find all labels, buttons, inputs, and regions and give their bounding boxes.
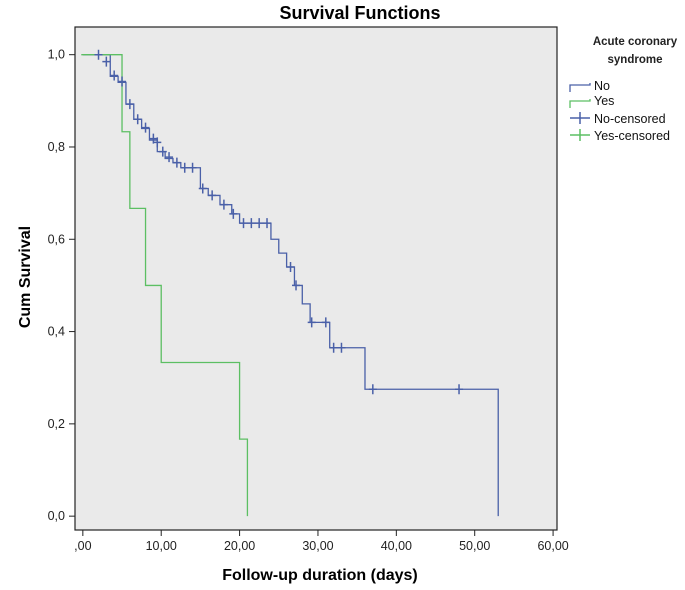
y-tick-label: 1,0: [48, 48, 65, 62]
censor-mark-no: [455, 384, 464, 395]
chart-title: Survival Functions: [279, 3, 441, 23]
y-tick-label: 0,8: [48, 140, 65, 154]
censor-mark-no: [172, 157, 181, 168]
y-tick-label: 0,6: [48, 232, 65, 246]
legend-swatch-yes-censored: [570, 129, 590, 141]
censor-mark-no: [329, 342, 338, 353]
legend-label-yes-censored: Yes-censored: [594, 129, 670, 143]
censor-mark-no: [94, 49, 103, 60]
censor-mark-no: [141, 122, 150, 133]
x-tick-label: ,00: [74, 539, 91, 553]
censor-mark-no: [263, 218, 272, 229]
censor-mark-no: [286, 261, 295, 272]
censor-mark-no: [229, 208, 238, 219]
censor-mark-no: [255, 218, 264, 229]
censor-mark-no: [180, 162, 189, 173]
plot-area: [74, 26, 558, 531]
censor-mark-no: [188, 162, 197, 173]
legend-title-line1: Acute coronary: [592, 36, 678, 48]
x-tick-label: 10,00: [146, 539, 177, 553]
legend-swatch-yes: [569, 99, 591, 108]
series-line-yes: [81, 54, 249, 517]
censor-mark-no: [118, 76, 127, 87]
censor-mark-no: [208, 190, 217, 201]
y-tick-label: 0,0: [48, 509, 65, 523]
censor-mark-no: [165, 152, 174, 163]
censor-mark-no: [307, 317, 316, 328]
legend-label-no-censored: No-censored: [594, 112, 666, 126]
y-axis-label: Cum Survival: [17, 225, 34, 329]
y-tick-label: 0,4: [48, 325, 65, 339]
censor-mark-no: [247, 218, 256, 229]
censor-mark-no: [133, 114, 142, 125]
x-tick-label: 30,00: [302, 539, 333, 553]
y-tick-label: 0,2: [48, 417, 65, 431]
censor-mark-no: [198, 183, 207, 194]
censor-mark-no: [337, 342, 346, 353]
legend-title-line2: syndrome: [607, 54, 663, 66]
censor-mark-no: [110, 70, 119, 81]
legend-swatch-no-censored: [570, 112, 590, 124]
x-tick-label: 60,00: [537, 539, 568, 553]
x-axis-label: Follow-up duration (days): [222, 567, 418, 584]
x-tick-label: 40,00: [381, 539, 412, 553]
censor-mark-no: [292, 280, 301, 291]
legend-label-no: No: [594, 79, 610, 93]
legend-label-yes: Yes: [594, 94, 615, 108]
censor-mark-no: [321, 317, 330, 328]
legend-swatch-no: [569, 83, 591, 92]
censor-mark-no: [158, 146, 167, 157]
censor-mark-no: [125, 99, 134, 110]
censor-mark-no: [219, 199, 228, 210]
censor-mark-no: [153, 137, 162, 148]
censor-mark-no: [102, 56, 111, 67]
x-tick-label: 20,00: [224, 539, 255, 553]
legend-title: Acute coronary syndrome: [585, 33, 685, 69]
censor-mark-no: [239, 218, 248, 229]
x-tick-label: 50,00: [459, 539, 490, 553]
censor-mark-no: [368, 384, 377, 395]
